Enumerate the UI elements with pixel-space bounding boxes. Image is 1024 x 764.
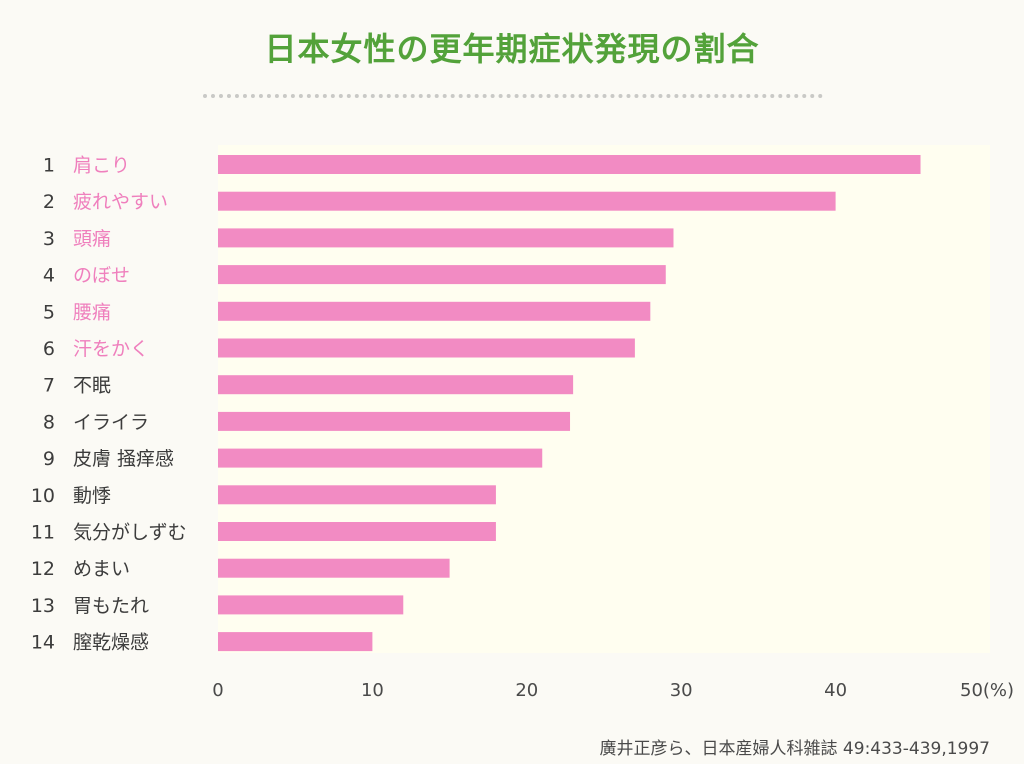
bar-14 <box>218 632 373 652</box>
x-tick-label: 40 <box>824 680 847 701</box>
category-label-8: イライラ <box>73 411 149 433</box>
source-citation: 廣井正彦ら、日本産婦人科雑誌 49:433-439,1997 <box>599 739 990 759</box>
category-label-10: 動悸 <box>73 485 111 507</box>
bar-6 <box>218 338 635 358</box>
bar-13 <box>218 595 404 615</box>
category-labels-group: 1 肩こり 2 疲れやすい 3 頭痛 4 のぼせ 5 腰痛 6 汗をかく 7 不眠 8 イライラ 9 皮膚 掻痒感… <box>31 155 187 654</box>
rank-label-1: 1 <box>43 155 55 177</box>
category-label-7: 不眠 <box>73 375 111 397</box>
category-label-1: 肩こり <box>73 155 130 177</box>
x-tick-label: 20 <box>515 680 538 701</box>
rank-label-10: 10 <box>31 485 55 507</box>
category-label-4: のぼせ <box>73 265 130 287</box>
bar-9 <box>218 448 543 468</box>
rank-label-14: 14 <box>31 632 55 654</box>
bar-10 <box>218 485 496 505</box>
bar-3 <box>218 228 674 248</box>
bar-7 <box>218 375 574 395</box>
bars-group <box>218 155 921 652</box>
category-label-13: 胃もたれ <box>73 595 149 617</box>
category-label-5: 腰痛 <box>73 301 111 323</box>
bar-5 <box>218 301 651 321</box>
rank-label-6: 6 <box>43 338 55 360</box>
bar-4 <box>218 265 666 285</box>
x-tick-label: 30 <box>670 680 693 701</box>
category-label-11: 気分がしずむ <box>73 522 187 544</box>
rank-label-8: 8 <box>43 411 55 433</box>
category-label-12: めまい <box>73 558 130 580</box>
rank-label-13: 13 <box>31 595 55 617</box>
category-label-2: 疲れやすい <box>73 191 168 213</box>
bar-12 <box>218 558 450 578</box>
bar-11 <box>218 522 496 541</box>
x-tick-label: 0 <box>212 680 223 701</box>
chart-title: 日本女性の更年期症状発現の割合 <box>264 30 760 68</box>
category-label-3: 頭痛 <box>73 228 111 250</box>
rank-label-12: 12 <box>31 558 55 580</box>
rank-label-3: 3 <box>43 228 55 250</box>
bar-2 <box>218 191 836 211</box>
bar-8 <box>218 411 571 431</box>
x-tick-label: 10 <box>361 680 384 701</box>
rank-label-9: 9 <box>43 448 55 470</box>
rank-label-4: 4 <box>43 265 55 287</box>
x-tick-labels-group: 0 10 20 30 40 50(%) <box>212 680 1014 701</box>
rank-label-5: 5 <box>43 301 55 323</box>
title-divider <box>203 94 823 98</box>
bar-1 <box>218 155 921 174</box>
rank-label-11: 11 <box>31 522 55 544</box>
rank-label-2: 2 <box>43 191 55 213</box>
category-label-6: 汗をかく <box>73 338 149 360</box>
rank-label-7: 7 <box>43 375 55 397</box>
x-tick-label: 50(%) <box>960 680 1014 701</box>
category-label-9: 皮膚 掻痒感 <box>73 448 174 470</box>
category-label-14: 膣乾燥感 <box>73 632 149 654</box>
